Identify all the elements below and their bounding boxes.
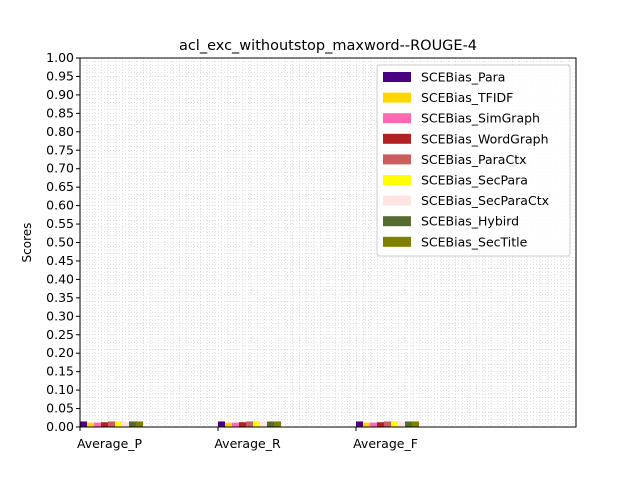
y-tick-label: 0.50 [46, 235, 74, 250]
y-tick-label: 0.35 [46, 290, 74, 305]
bar [370, 422, 377, 427]
legend-swatch [383, 154, 411, 165]
y-tick-label: 0.80 [46, 124, 74, 139]
bar [225, 422, 232, 427]
legend-swatch [383, 195, 411, 206]
y-tick-label: 0.95 [46, 68, 74, 83]
y-tick-label: 1.00 [46, 50, 74, 65]
legend: SCEBias_Para SCEBias_TFIDF SCEBias_SimGrap… [376, 64, 571, 257]
bar [122, 421, 129, 427]
bar [405, 421, 412, 427]
y-tick-label: 0.85 [46, 105, 74, 120]
bar [115, 421, 122, 427]
legend-swatch [383, 236, 411, 247]
y-tick-label: 0.90 [46, 87, 74, 102]
legend-swatch [383, 92, 411, 103]
bar [398, 421, 405, 427]
bar [94, 422, 101, 427]
bars [80, 421, 419, 427]
y-tick-label: 0.65 [46, 179, 74, 194]
y-tick-label: 0.75 [46, 142, 74, 157]
legend-swatch [383, 72, 411, 82]
y-axis-label: Scores [20, 223, 34, 263]
bar [246, 421, 253, 427]
y-tick-label: 0.40 [46, 271, 74, 286]
bar [253, 421, 260, 427]
bar [87, 422, 94, 427]
bar [356, 421, 363, 427]
y-tick-label: 0.20 [46, 345, 74, 360]
bar [377, 422, 384, 427]
legend-label: SCEBias_SimGraph [421, 111, 540, 126]
y-tick-label: 0.15 [46, 364, 74, 379]
y-axis: 0.00 0.05 0.10 0.15 0.20 0.25 0.30 0.35 0.40 0.45… [46, 50, 80, 434]
bar [260, 421, 267, 427]
legend-label: SCEBias_TFIDF [421, 90, 513, 105]
bar [101, 422, 108, 427]
legend-swatch [383, 175, 411, 185]
legend-box [376, 64, 571, 257]
bar [232, 422, 239, 427]
y-tick-label: 0.30 [46, 308, 74, 323]
y-tick-label: 0.45 [46, 253, 74, 268]
y-tick-label: 0.00 [46, 419, 74, 434]
legend-label: SCEBias_SecParaCtx [421, 193, 549, 208]
bar [274, 421, 281, 427]
chart-title: acl_exc_withoutstop_maxword--ROUGE-4 [179, 38, 477, 54]
bar [391, 421, 398, 427]
legend-label: SCEBias_Hybird [421, 214, 519, 229]
legend-label: SCEBias_SecPara [421, 173, 528, 188]
y-tick-label: 0.60 [46, 198, 74, 213]
legend-swatch [383, 216, 411, 227]
y-tick-label: 0.05 [46, 401, 74, 416]
legend-label: SCEBias_Para [421, 70, 505, 85]
y-tick-label: 0.70 [46, 161, 74, 176]
legend-label: SCEBias_ParaCtx [421, 152, 527, 167]
bar [363, 422, 370, 427]
bar [136, 421, 143, 427]
legend-swatch [383, 113, 411, 124]
bar [129, 421, 136, 427]
y-tick-label: 0.10 [46, 382, 74, 397]
bar [384, 421, 391, 427]
bar [80, 421, 87, 427]
bar [267, 421, 274, 427]
legend-label: SCEBias_SecTitle [421, 234, 528, 249]
x-tick-label: Average_F [353, 436, 418, 451]
bar [218, 421, 225, 427]
y-tick-label: 0.55 [46, 216, 74, 231]
legend-label: SCEBias_WordGraph [421, 131, 549, 146]
bar [239, 422, 246, 427]
legend-swatch [383, 133, 411, 144]
x-axis: Average_P Average_R Average_F [77, 427, 418, 451]
x-tick-label: Average_P [77, 436, 143, 451]
bar [412, 421, 419, 427]
y-tick-label: 0.25 [46, 327, 74, 342]
bar [108, 421, 115, 427]
x-tick-label: Average_R [214, 436, 281, 451]
